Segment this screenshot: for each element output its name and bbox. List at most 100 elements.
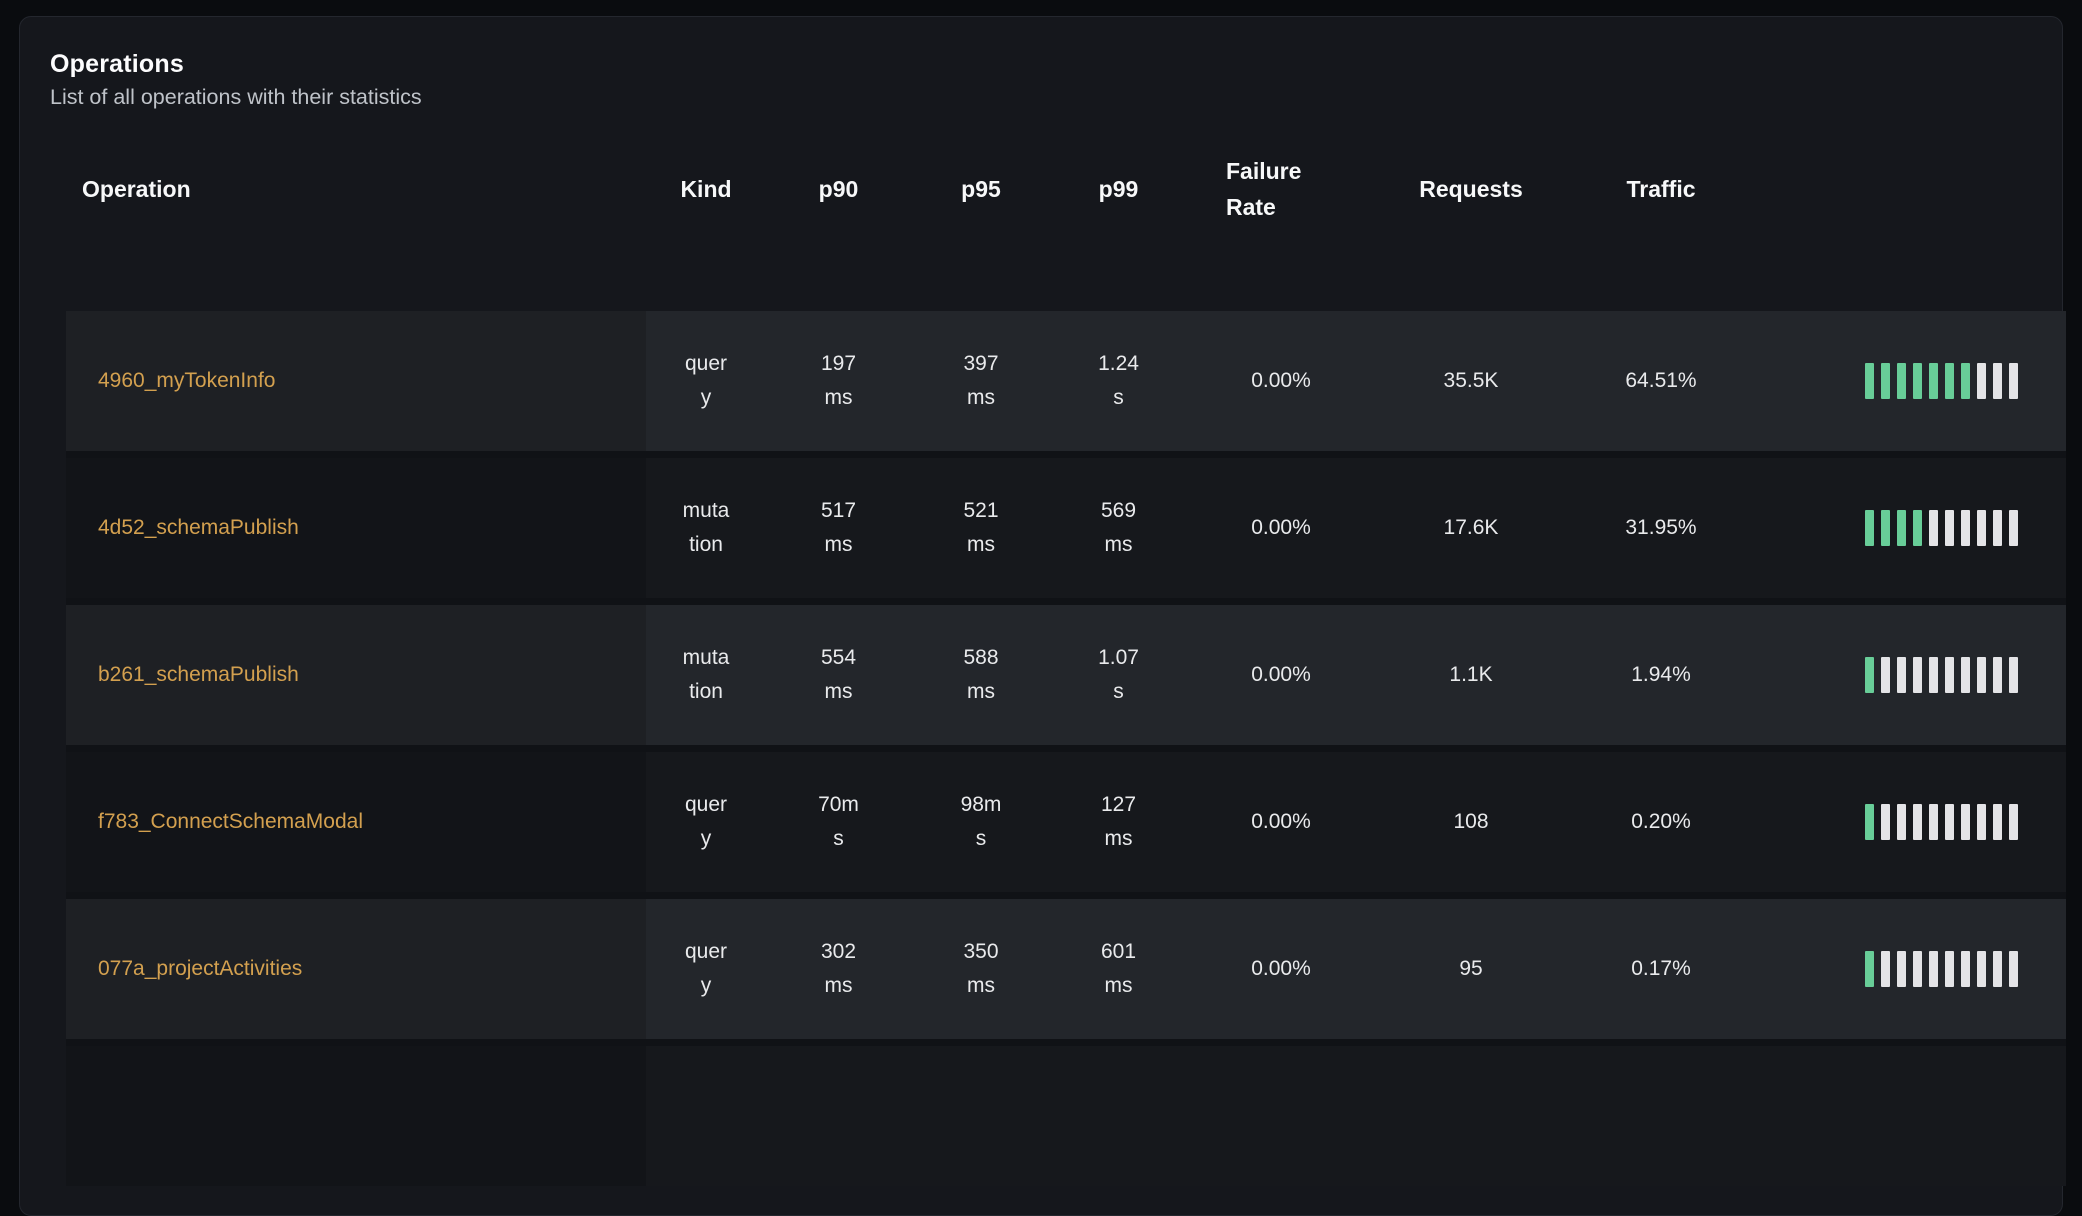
traffic-bar-inactive [1945, 951, 1954, 987]
traffic-bar-active [1865, 804, 1874, 840]
column-header-p95: p95 [961, 176, 1001, 203]
p95-value: 98ms [960, 793, 1002, 850]
traffic-bar-inactive [1913, 804, 1922, 840]
failure-rate-cell: 0.00% [1251, 516, 1311, 540]
requests-cell: 1.1K [1449, 663, 1493, 687]
column-header-p90: p90 [818, 176, 859, 203]
p99-cell: 1.07s [1051, 605, 1186, 745]
traffic-cell: 0.17% [1631, 957, 1691, 981]
p99-cell: 127ms [1051, 752, 1186, 892]
table-row[interactable]: b261_schemaPublish mutation 554ms 588ms … [66, 605, 2066, 745]
traffic-bar-inactive [2009, 363, 2018, 399]
operations-card: Operations List of all operations with t… [19, 16, 2066, 1216]
operation-link[interactable]: 4d52_schemaPublish [98, 516, 299, 540]
traffic-chart-cell [1756, 605, 2066, 745]
column-header-p99: p99 [1098, 176, 1139, 203]
kind-value: mutation [682, 499, 730, 556]
traffic-bar-inactive [1929, 804, 1938, 840]
p90-cell: 70ms [766, 752, 911, 892]
p90-value: 302ms [820, 940, 857, 997]
traffic-bar-inactive [1977, 657, 1986, 693]
kind-value: mutation [682, 646, 730, 703]
p95-cell: 588ms [911, 605, 1051, 745]
traffic-chart [1865, 657, 2018, 693]
traffic-chart-cell [1756, 311, 2066, 451]
table-row[interactable]: 077a_projectActivities query 302ms 350ms… [66, 899, 2066, 1039]
p99-value: 1.07s [1098, 646, 1139, 703]
operation-cell: 4d52_schemaPublish [66, 458, 646, 598]
traffic-bar-inactive [1929, 510, 1938, 546]
traffic-bar-inactive [1993, 951, 2002, 987]
column-header-failure-rate: Failure Rate [1186, 154, 1376, 225]
operation-cell: 077a_projectActivities [66, 899, 646, 1039]
requests-cell: 35.5K [1443, 369, 1499, 393]
traffic-chart-cell [1756, 899, 2066, 1039]
p95-value: 588ms [963, 646, 999, 703]
kind-cell: query [646, 311, 766, 451]
traffic-chart-cell [1756, 752, 2066, 892]
p90-value: 70ms [818, 793, 859, 850]
p90-cell: 517ms [766, 458, 911, 598]
column-header-kind: Kind [680, 176, 732, 203]
column-header-requests: Requests [1419, 176, 1523, 203]
p99-value: 601ms [1100, 940, 1137, 997]
traffic-bar-inactive [1961, 804, 1970, 840]
column-header-traffic: Traffic [1626, 176, 1696, 203]
traffic-bar-inactive [2009, 951, 2018, 987]
kind-value: query [684, 793, 728, 850]
p90-value: 197ms [820, 352, 857, 409]
kind-cell: mutation [646, 605, 766, 745]
p99-cell: 601ms [1051, 899, 1186, 1039]
p99-value: 1.24s [1098, 352, 1139, 409]
traffic-bar-inactive [2009, 657, 2018, 693]
operation-link[interactable]: 077a_projectActivities [98, 957, 303, 981]
traffic-bar-active [1945, 363, 1954, 399]
traffic-bar-inactive [1945, 510, 1954, 546]
operation-link[interactable]: f783_ConnectSchemaModal [98, 810, 364, 834]
table-body: 4960_myTokenInfo query 197ms 397ms 1.24s… [66, 311, 2066, 1186]
traffic-chart-cell [1756, 458, 2066, 598]
traffic-bar-active [1961, 363, 1970, 399]
operation-link[interactable]: b261_schemaPublish [98, 663, 299, 687]
table-row[interactable]: 4960_myTokenInfo query 197ms 397ms 1.24s… [66, 311, 2066, 451]
operation-link[interactable]: 4960_myTokenInfo [98, 369, 276, 393]
p95-value: 350ms [963, 940, 999, 997]
traffic-bar-inactive [1977, 363, 1986, 399]
p95-value: 397ms [963, 352, 999, 409]
traffic-bar-inactive [1977, 951, 1986, 987]
traffic-bar-inactive [1961, 657, 1970, 693]
requests-cell: 17.6K [1443, 516, 1499, 540]
p90-cell: 197ms [766, 311, 911, 451]
traffic-bar-inactive [1913, 657, 1922, 693]
p90-value: 517ms [820, 499, 857, 556]
traffic-chart [1865, 951, 2018, 987]
traffic-bar-active [1897, 510, 1906, 546]
traffic-bar-inactive [1881, 951, 1890, 987]
traffic-bar-active [1913, 363, 1922, 399]
traffic-cell: 31.95% [1625, 516, 1697, 540]
traffic-cell: 64.51% [1625, 369, 1697, 393]
traffic-bar-inactive [2009, 510, 2018, 546]
card-header: Operations List of all operations with t… [20, 17, 2062, 111]
traffic-bar-inactive [1993, 510, 2002, 546]
traffic-cell: 1.94% [1631, 663, 1691, 687]
traffic-bar-inactive [1881, 804, 1890, 840]
traffic-bar-inactive [1897, 804, 1906, 840]
table-row[interactable]: f783_ConnectSchemaModal query 70ms 98ms … [66, 752, 2066, 892]
traffic-bar-inactive [1945, 657, 1954, 693]
table-row[interactable]: 4d52_schemaPublish mutation 517ms 521ms … [66, 458, 2066, 598]
traffic-bar-inactive [1913, 951, 1922, 987]
kind-cell: mutation [646, 458, 766, 598]
traffic-bar-inactive [1977, 804, 1986, 840]
traffic-bar-active [1865, 657, 1874, 693]
traffic-bar-inactive [1897, 951, 1906, 987]
traffic-cell: 0.20% [1631, 810, 1691, 834]
failure-rate-header-label: Failure Rate [1226, 158, 1302, 220]
traffic-bar-inactive [1977, 510, 1986, 546]
traffic-chart [1865, 804, 2018, 840]
p90-cell: 302ms [766, 899, 911, 1039]
traffic-bar-inactive [1961, 510, 1970, 546]
operations-table: Operation Kind p90 p95 p99 Failure Rate … [66, 145, 2066, 1186]
operation-cell [66, 1046, 646, 1186]
traffic-bar-inactive [1929, 951, 1938, 987]
